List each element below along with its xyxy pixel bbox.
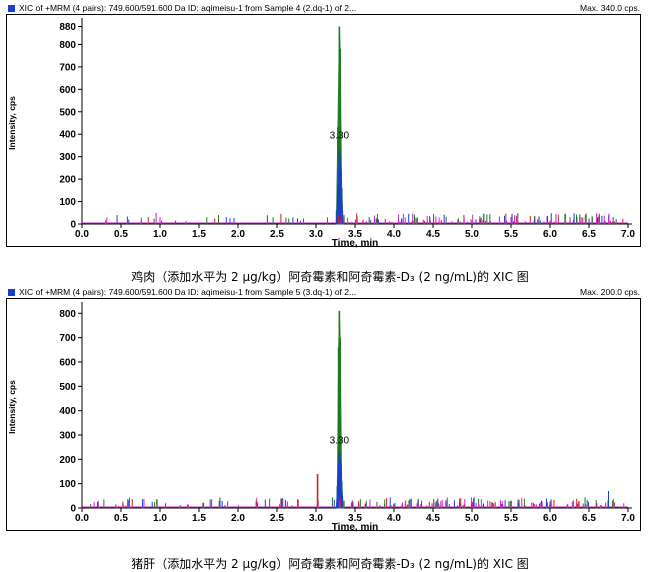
chromatogram-panel-1: XIC of +MRM (4 pairs): 749.600/591.600 D… [6, 2, 642, 248]
y-tick-label: 300 [59, 430, 76, 441]
x-tick-label: 7.0 [621, 229, 635, 240]
chart-frame [6, 14, 641, 247]
y-tick-label: 700 [59, 333, 76, 344]
chart-frame [6, 298, 641, 531]
caption-2: 猪肝（添加水平为 2 μg/kg）阿奇霉素和阿奇霉素-D₃ (2 ng/mL)的… [131, 557, 529, 571]
x-tick-label: 2.0 [231, 229, 245, 240]
series-3 [280, 211, 551, 224]
x-tick-label: 3.0 [309, 513, 323, 524]
series-4 [338, 500, 574, 508]
y-tick-label: 700 [59, 62, 76, 73]
y-tick-label: 500 [59, 107, 76, 118]
chart-header-title-2: XIC of +MRM (4 pairs): 749.600/591.600 D… [19, 287, 357, 297]
peak-label: 3.30 [330, 131, 350, 142]
y-tick-label: 0 [70, 220, 76, 231]
x-tick-label: 6.0 [543, 513, 557, 524]
chart-header-max-1: Max. 340.0 cps. [579, 3, 640, 13]
main-peak-envelope [335, 451, 343, 509]
y-tick-label: 200 [59, 175, 76, 186]
series-4 [155, 212, 609, 224]
x-tick-label: 2.5 [270, 513, 284, 524]
y-tick-label: 880 [59, 22, 76, 33]
y-tick-label: 600 [59, 357, 76, 368]
x-tick-label: 2.5 [270, 229, 284, 240]
y-tick-label: 200 [59, 455, 76, 466]
y-tick-label: 800 [59, 309, 76, 320]
y-tick-label: 0 [70, 504, 76, 515]
y-tick-label: 300 [59, 152, 76, 163]
x-axis-label: Time, min [332, 522, 379, 532]
peak-label: 3.30 [330, 436, 350, 447]
x-tick-label: 7.0 [621, 513, 635, 524]
x-tick-label: 1.5 [192, 513, 206, 524]
series-2 [116, 149, 590, 225]
chromatogram-chart-1: 0 100 200 300 400 500 600 700 800 880 0.0 0.5 1.0 1.5… [6, 14, 641, 248]
x-tick-label: 1.5 [192, 229, 206, 240]
x-tick-label: 4.0 [387, 229, 401, 240]
x-tick-label: 0.5 [114, 229, 128, 240]
blue-square-icon [8, 289, 15, 296]
y-axis-label: Intensity, cps [7, 380, 17, 434]
baseline-noise [105, 213, 624, 224]
x-tick-label: 6.0 [543, 229, 557, 240]
x-tick-label: 5.0 [465, 513, 479, 524]
x-tick-label: 1.0 [153, 229, 167, 240]
x-tick-label: 5.5 [504, 513, 518, 524]
x-tick-label: 4.5 [426, 513, 440, 524]
x-tick-label: 0.5 [114, 513, 128, 524]
x-tick-label: 1.0 [153, 513, 167, 524]
x-tick-label: 6.5 [582, 229, 596, 240]
series-2 [97, 451, 609, 509]
series-1 [103, 310, 613, 509]
chart-header-title-1: XIC of +MRM (4 pairs): 749.600/591.600 D… [19, 3, 357, 13]
x-tick-label: 3.5 [348, 513, 362, 524]
y-tick-label: 100 [59, 197, 76, 208]
caption-1: 鸡肉（添加水平为 2 μg/kg）阿奇霉素和阿奇霉素-D₃ (2 ng/mL)的… [131, 270, 529, 284]
x-tick-label: 2.0 [231, 513, 245, 524]
x-tick-label: 6.5 [582, 513, 596, 524]
y-tick-label: 600 [59, 85, 76, 96]
x-tick-label: 3.5 [348, 229, 362, 240]
y-tick-label: 400 [59, 406, 76, 417]
blue-square-icon [8, 5, 15, 12]
chromatogram-panel-2: XIC of +MRM (4 pairs): 749.600/591.600 D… [6, 286, 642, 532]
x-tick-label: 0.0 [75, 513, 89, 524]
x-tick-label: 0.0 [75, 229, 89, 240]
x-axis-label: Time, min [332, 238, 379, 248]
x-tick-label: 3.0 [309, 229, 323, 240]
x-tick-label: 4.0 [387, 513, 401, 524]
y-tick-label: 100 [59, 479, 76, 490]
chart-header-1: XIC of +MRM (4 pairs): 749.600/591.600 D… [6, 2, 642, 15]
series-1 [161, 26, 574, 225]
x-tick-label: 5.0 [465, 229, 479, 240]
series-3 [280, 473, 598, 508]
x-tick-label: 4.5 [426, 229, 440, 240]
chromatogram-chart-2: 0 100 200 300 400 500 600 700 800 0.0 0.5 1.0 1.5 2.0… [6, 298, 641, 532]
y-tick-label: 400 [59, 130, 76, 141]
chart-header-max-2: Max. 200.0 cps. [579, 287, 640, 297]
baseline-noise [90, 497, 625, 508]
y-tick-label: 500 [59, 382, 76, 393]
y-axis-label: Intensity, cps [7, 96, 17, 150]
x-tick-label: 5.5 [504, 229, 518, 240]
y-tick-label: 800 [59, 40, 76, 51]
chart-header-2: XIC of +MRM (4 pairs): 749.600/591.600 D… [6, 286, 642, 299]
